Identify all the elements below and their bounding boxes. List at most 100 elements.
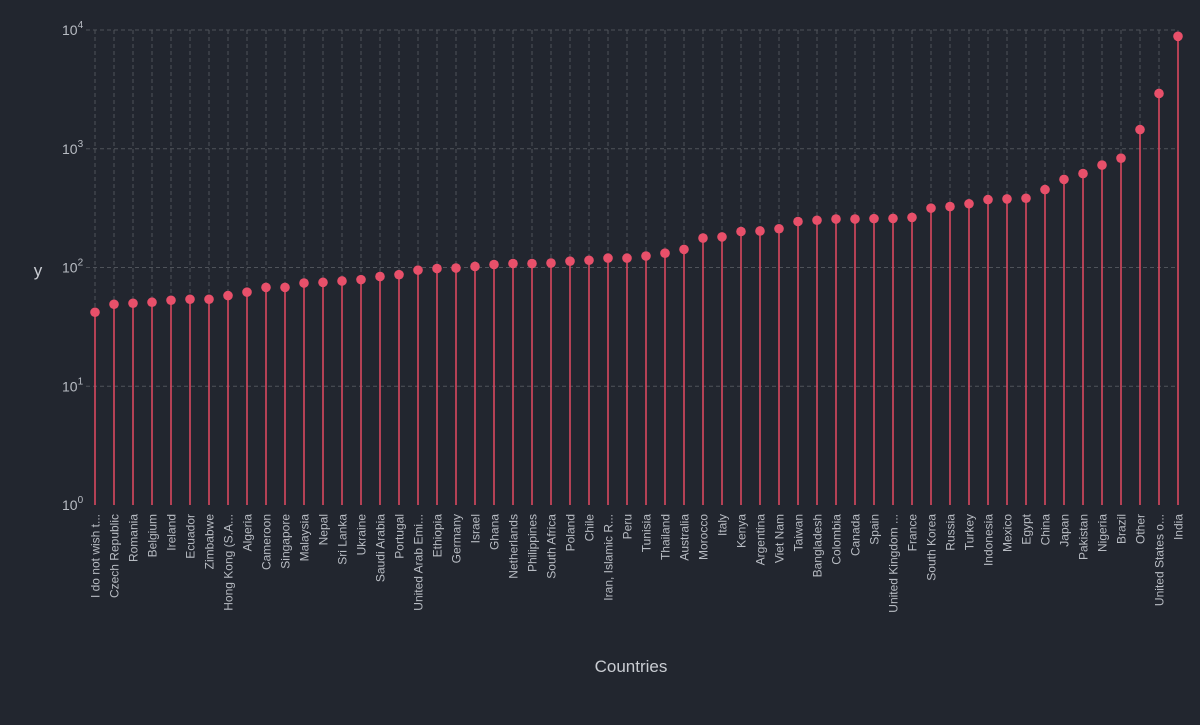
x-tick-label: Iran, Islamic R...	[602, 514, 616, 601]
data-point	[508, 258, 518, 269]
data-point	[755, 226, 765, 236]
x-tick-label: France	[906, 514, 920, 552]
x-tick-label: Tunisia	[640, 514, 654, 553]
x-tick-label: Belgium	[146, 514, 160, 557]
x-tick-label: Other	[1134, 514, 1148, 544]
data-point	[717, 232, 727, 242]
y-tick-label: 102	[62, 258, 84, 276]
data-point	[850, 214, 860, 224]
y-tick-label: 104	[62, 20, 84, 38]
x-tick-label: Brazil	[1115, 514, 1129, 544]
data-point	[793, 216, 803, 227]
x-tick-label: I do not wish t...	[89, 514, 103, 598]
x-tick-label: Sri Lanka	[336, 514, 350, 565]
x-tick-label: Bangladesh	[811, 514, 825, 577]
x-tick-label: Italy	[716, 514, 730, 536]
data-point	[1173, 31, 1183, 42]
x-tick-label: Romania	[127, 514, 141, 562]
data-point	[185, 294, 195, 305]
x-tick-label: South Africa	[545, 514, 559, 579]
data-point	[470, 261, 480, 272]
x-tick-label: Philippines	[526, 514, 540, 572]
data-point	[147, 297, 157, 308]
data-point	[812, 215, 822, 226]
x-axis-title: Countries	[595, 657, 668, 676]
data-point	[907, 212, 917, 223]
data-point	[204, 294, 214, 305]
data-point	[451, 263, 461, 273]
x-tick-label: Netherlands	[507, 514, 521, 579]
x-tick-label: Poland	[564, 514, 578, 551]
data-point	[1059, 174, 1069, 185]
x-tick-label: Pakistan	[1077, 514, 1091, 560]
x-tick-label: Canada	[849, 514, 863, 556]
data-point	[1002, 194, 1012, 204]
points	[90, 31, 1183, 318]
data-point	[641, 251, 651, 261]
data-point	[299, 278, 309, 288]
data-point	[926, 203, 936, 213]
data-point	[109, 299, 119, 310]
x-tick-label: Israel	[469, 514, 483, 543]
x-tick-label: Kenya	[735, 514, 749, 548]
x-tick-label: Turkey	[963, 514, 977, 550]
x-tick-label: South Korea	[925, 514, 939, 581]
x-tick-label: Cameroon	[260, 514, 274, 570]
data-point	[869, 213, 879, 224]
x-tick-label: Ghana	[488, 514, 502, 550]
data-point	[831, 214, 841, 224]
x-tick-label: Algeria	[241, 514, 255, 552]
y-axis-ticks: 100 101 102 103 104	[62, 20, 84, 513]
x-tick-label: Ukraine	[355, 514, 369, 556]
data-point	[736, 226, 746, 237]
data-point	[394, 269, 404, 280]
x-tick-label: India	[1172, 514, 1186, 540]
x-tick-label: Ethiopia	[431, 514, 445, 558]
data-point	[242, 287, 252, 297]
data-point	[546, 258, 556, 268]
data-point	[413, 265, 423, 275]
y-tick-label: 100	[62, 495, 84, 513]
data-point	[489, 259, 499, 270]
data-point	[964, 198, 974, 209]
x-tick-label: Portugal	[393, 514, 407, 559]
x-tick-label: Peru	[621, 514, 635, 539]
x-tick-label: Japan	[1058, 514, 1072, 547]
x-tick-label: Morocco	[697, 514, 711, 560]
data-point	[888, 213, 898, 224]
data-point	[584, 255, 594, 266]
x-tick-label: Ecuador	[184, 514, 198, 559]
x-tick-label: Zimbabwe	[203, 514, 217, 570]
data-point	[128, 298, 138, 309]
x-tick-label: Nigeria	[1096, 514, 1110, 552]
y-axis-title: y	[34, 261, 43, 280]
data-point	[527, 258, 537, 269]
data-point	[622, 253, 632, 263]
x-tick-label: Germany	[450, 514, 464, 563]
data-point	[261, 282, 271, 293]
x-tick-label: Argentina	[754, 514, 768, 566]
data-point	[318, 277, 328, 288]
grid	[86, 29, 1179, 505]
data-point	[1135, 124, 1145, 135]
x-tick-label: Hong Kong (S.A...	[222, 514, 236, 611]
data-point	[337, 276, 347, 286]
data-point	[679, 244, 689, 255]
data-point	[774, 223, 784, 234]
data-point	[1097, 160, 1107, 170]
x-tick-label: Indonesia	[982, 514, 996, 566]
x-tick-label: China	[1039, 514, 1053, 546]
data-point	[1040, 184, 1050, 195]
x-tick-label: Colombia	[830, 514, 844, 565]
data-point	[432, 263, 442, 274]
data-point	[565, 256, 575, 266]
x-tick-label: Egypt	[1020, 513, 1034, 544]
data-point	[945, 201, 955, 212]
x-tick-label: Mexico	[1001, 514, 1015, 552]
data-point	[356, 274, 366, 285]
x-tick-label: Chile	[583, 514, 597, 542]
x-tick-label: Thailand	[659, 514, 673, 560]
x-tick-label: Ireland	[165, 514, 179, 551]
